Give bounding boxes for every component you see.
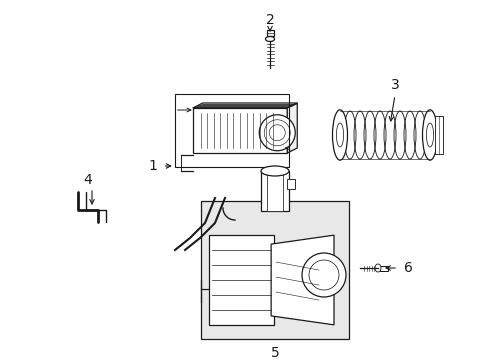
Bar <box>201 201 348 339</box>
Bar <box>266 171 283 211</box>
Circle shape <box>308 260 338 290</box>
Bar <box>286 179 294 189</box>
Circle shape <box>259 115 295 151</box>
Bar <box>266 30 273 36</box>
Ellipse shape <box>332 110 347 160</box>
Circle shape <box>269 125 285 141</box>
Bar <box>261 171 288 211</box>
Text: 6: 6 <box>403 261 411 275</box>
Ellipse shape <box>374 264 380 272</box>
Circle shape <box>302 253 346 297</box>
Ellipse shape <box>261 166 288 176</box>
Text: 2: 2 <box>265 13 274 27</box>
Bar <box>192 108 286 153</box>
Circle shape <box>264 120 290 146</box>
Bar <box>434 116 442 154</box>
Polygon shape <box>270 235 333 325</box>
Text: 1: 1 <box>148 159 157 173</box>
Text: 4: 4 <box>83 173 92 187</box>
Bar <box>208 235 274 325</box>
Bar <box>379 266 387 270</box>
Ellipse shape <box>422 110 437 160</box>
Polygon shape <box>192 103 297 108</box>
Bar <box>174 94 289 167</box>
Polygon shape <box>286 103 297 153</box>
Ellipse shape <box>265 36 274 41</box>
Text: 3: 3 <box>390 78 399 92</box>
Text: 5: 5 <box>270 346 279 360</box>
